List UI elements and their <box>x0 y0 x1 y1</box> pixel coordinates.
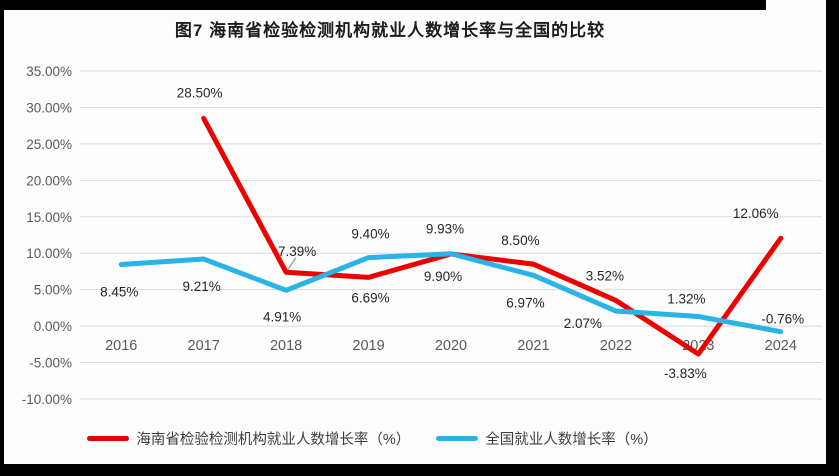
svg-text:2022: 2022 <box>600 338 632 354</box>
svg-text:2.07%: 2.07% <box>564 316 602 331</box>
series-line-1 <box>118 251 784 335</box>
legend-label-hainan: 海南省检验检测机构就业人数增长率（%） <box>136 432 411 448</box>
svg-text:6.69%: 6.69% <box>351 290 389 305</box>
svg-text:4.91%: 4.91% <box>263 309 301 324</box>
photo-border-right <box>826 0 839 476</box>
svg-text:8.50%: 8.50% <box>501 233 539 248</box>
svg-text:2024: 2024 <box>765 338 797 354</box>
svg-text:-0.76%: -0.76% <box>761 312 804 327</box>
legend-item-national: 全国就业人数增长率（%） <box>436 428 658 449</box>
svg-text:12.06%: 12.06% <box>733 206 779 221</box>
chart-legend: 海南省检验检测机构就业人数增长率（%） 全国就业人数增长率（%） <box>0 428 745 449</box>
svg-text:2017: 2017 <box>188 338 220 354</box>
svg-text:2018: 2018 <box>270 338 302 354</box>
svg-text:2016: 2016 <box>105 338 137 354</box>
svg-text:8.45%: 8.45% <box>100 285 138 300</box>
svg-text:9.90%: 9.90% <box>424 269 462 284</box>
legend-line-swatch-blue-icon <box>436 436 479 441</box>
svg-text:10.00%: 10.00% <box>26 246 72 261</box>
svg-text:15.00%: 15.00% <box>26 210 72 225</box>
svg-text:5.00%: 5.00% <box>34 283 72 298</box>
svg-text:3.52%: 3.52% <box>586 268 624 283</box>
svg-text:2020: 2020 <box>435 338 467 354</box>
legend-line-swatch-red-icon <box>87 436 130 441</box>
photo-border-left <box>0 0 4 476</box>
svg-text:7.39%: 7.39% <box>278 244 316 259</box>
legend-item-hainan: 海南省检验检测机构就业人数增长率（%） <box>87 428 410 449</box>
series-line-0 <box>201 115 784 357</box>
y-axis-labels: 35.00% 30.00% 25.00% 20.00% 15.00% 10.00% 5.00… <box>22 64 72 407</box>
series-data-labels-1: 8.45% 9.21% 4.91% 9.40% 9.93% 6.97% 2.07% 1.32%… <box>100 222 804 331</box>
svg-text:20.00%: 20.00% <box>26 173 72 188</box>
legend-label-national: 全国就业人数增长率（%） <box>485 432 658 448</box>
svg-text:-3.83%: -3.83% <box>664 366 707 381</box>
chart-title: 图7 海南省检验检测机构就业人数增长率与全国的比较 <box>174 21 606 40</box>
photo-border-bottom <box>0 464 839 476</box>
svg-text:25.00%: 25.00% <box>26 137 72 152</box>
svg-text:6.97%: 6.97% <box>506 295 544 310</box>
svg-text:9.93%: 9.93% <box>426 222 464 237</box>
svg-text:28.50%: 28.50% <box>177 85 223 100</box>
svg-text:2019: 2019 <box>352 338 384 354</box>
svg-text:35.00%: 35.00% <box>26 64 72 79</box>
svg-text:30.00%: 30.00% <box>26 100 72 115</box>
svg-text:1.32%: 1.32% <box>667 291 705 306</box>
svg-text:-5.00%: -5.00% <box>29 356 72 371</box>
svg-text:-10.00%: -10.00% <box>22 392 72 407</box>
svg-text:9.40%: 9.40% <box>351 227 389 242</box>
label-leader-lines <box>287 257 297 270</box>
svg-text:9.21%: 9.21% <box>183 279 221 294</box>
photo-border-top <box>0 0 766 10</box>
svg-text:0.00%: 0.00% <box>34 319 72 334</box>
svg-text:2021: 2021 <box>517 338 549 354</box>
series-data-labels-0: 28.50% 7.39% 6.69% 9.90% 8.50% 3.52% -3.83% 12.… <box>177 85 779 381</box>
